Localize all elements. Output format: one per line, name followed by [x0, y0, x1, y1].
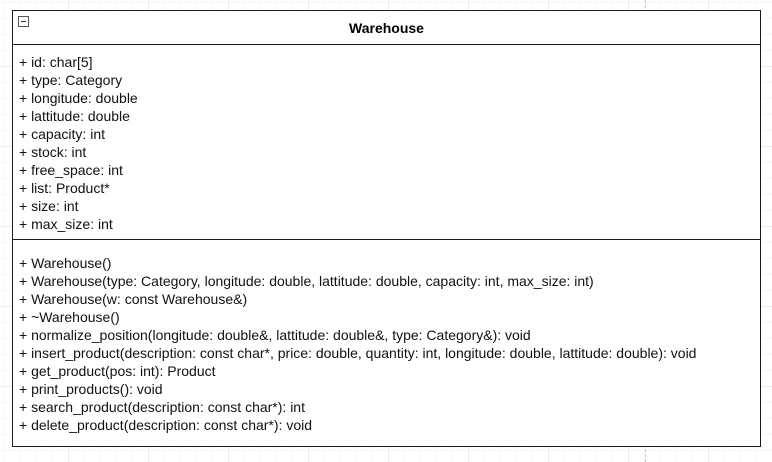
collapse-icon[interactable]: [18, 16, 29, 27]
class-name: Warehouse: [349, 20, 424, 36]
operation-row: + get_product(pos: int): Product: [19, 363, 216, 379]
operation-row: + normalize_position(longitude: double&,…: [19, 327, 531, 343]
uml-class-box[interactable]: Warehouse + id: char[5] + type: Category…: [12, 10, 761, 447]
attributes-section[interactable]: + id: char[5] + type: Category + longitu…: [13, 45, 760, 240]
attribute-row: + longitude: double: [19, 90, 138, 106]
attribute-row: + stock: int: [19, 144, 87, 160]
operation-row: + insert_product(description: const char…: [19, 345, 697, 361]
operation-row: + Warehouse(type: Category, longitude: d…: [19, 273, 594, 289]
operation-row: + delete_product(description: const char…: [19, 417, 312, 433]
operation-row: + Warehouse(w: const Warehouse&): [19, 291, 248, 307]
operation-row: + ~Warehouse(): [19, 309, 120, 325]
attribute-row: + list: Product*: [19, 180, 110, 196]
attribute-row: + max_size: int: [19, 216, 113, 232]
operation-row: + search_product(description: const char…: [19, 399, 305, 415]
attribute-row: + free_space: int: [19, 162, 123, 178]
attribute-row: + id: char[5]: [19, 54, 93, 70]
attribute-row: + size: int: [19, 198, 79, 214]
attribute-row: + type: Category: [19, 72, 123, 88]
class-header[interactable]: Warehouse: [13, 11, 760, 45]
attribute-row: + capacity: int: [19, 126, 105, 142]
operation-row: + print_products(): void: [19, 381, 163, 397]
attribute-row: + lattitude: double: [19, 108, 130, 124]
operation-row: + Warehouse(): [19, 255, 112, 271]
